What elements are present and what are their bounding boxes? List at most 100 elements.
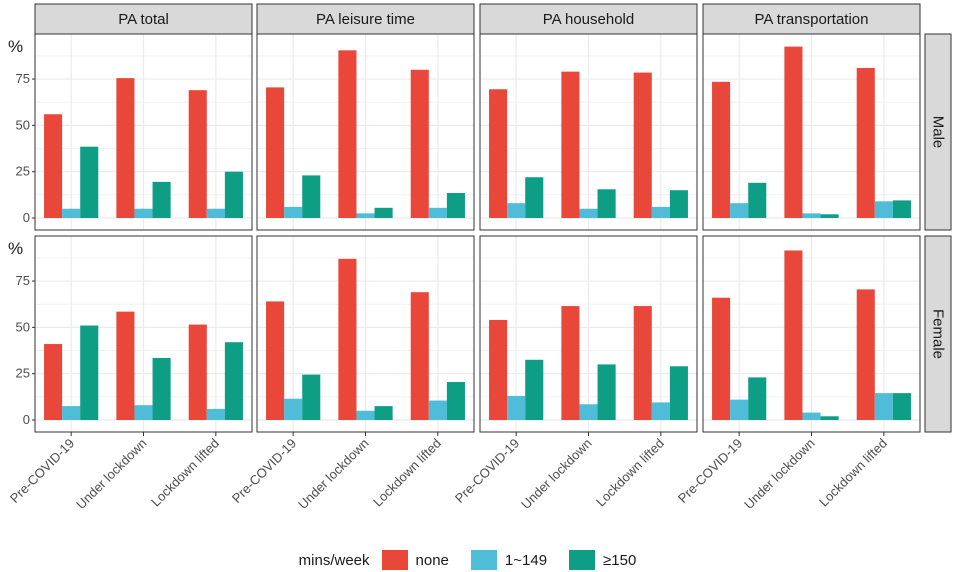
bar-female-pa-transportation-pre-covid-19-none (712, 297, 731, 420)
panel-border-male-pa-transportation (702, 33, 921, 231)
chart-canvas: PA total PA leisure time PA household PA tr… (7, 3, 952, 513)
bar-male-pa-total-under-lockdown-none (116, 78, 135, 218)
facet-strip-label-female: Female (930, 309, 947, 359)
bar-female-pa-total-lockdown-lifted-none (188, 324, 207, 420)
legend-item-1-149: 1~149 (470, 550, 548, 570)
bar-male-pa-total-lockdown-lifted-none (188, 90, 207, 218)
bar-male-pa-transportation-pre-covid-19-1-149 (730, 203, 749, 218)
bar-female-pa-transportation-lockdown-lifted-none (856, 289, 875, 420)
facet-strip-male (924, 33, 952, 231)
facet-strip-label-pa-total: PA total (118, 11, 169, 28)
bar-male-pa-household-lockdown-lifted-none (633, 72, 652, 218)
facet-strip-pa-total (34, 3, 253, 35)
bar-female-pa-transportation-lockdown-lifted-1-149 (874, 393, 893, 420)
bar-male-pa-leisure-time-under-lockdown-1-149 (356, 213, 375, 218)
panel-border-male-pa-leisure-time (256, 33, 475, 231)
bar-female-pa-total-lockdown-lifted-1-149 (206, 408, 225, 420)
facet-strip-female (924, 235, 952, 433)
bar-female-pa-total-pre-covid-19-1-149 (62, 406, 81, 420)
bar-male-pa-total-under-lockdown-1-149 (134, 208, 153, 218)
y-unit-label-female: % (8, 239, 23, 258)
bar-female-pa-household-pre-covid-19-none (489, 319, 508, 420)
bar-female-pa-total-under-lockdown-1-149 (134, 405, 153, 420)
x-tick-label-pa-total-under-lockdown: Under lockdown (73, 436, 150, 513)
bar-male-pa-leisure-time-lockdown-lifted-none (410, 69, 429, 218)
bar-male-pa-household-pre-covid-19-none (489, 89, 508, 219)
bar-female-pa-transportation-pre-covid-19-1-149 (730, 399, 749, 420)
bar-male-pa-transportation-under-lockdown-gte-150 (820, 214, 839, 218)
bar-female-pa-transportation-under-lockdown-none (784, 250, 803, 420)
x-tick-label-pa-leisure-time-lockdown-lifted: Lockdown lifted (370, 436, 444, 510)
bar-male-pa-leisure-time-under-lockdown-gte-150 (374, 207, 393, 218)
bar-male-pa-leisure-time-under-lockdown-none (338, 50, 357, 219)
bar-male-pa-transportation-lockdown-lifted-gte-150 (892, 200, 911, 218)
panel-border-male-pa-total (34, 33, 253, 231)
bar-male-pa-total-pre-covid-19-1-149 (62, 208, 81, 218)
x-tick-label-pa-household-under-lockdown: Under lockdown (518, 436, 595, 513)
bar-female-pa-transportation-pre-covid-19-gte-150 (748, 377, 767, 420)
bar-female-pa-leisure-time-pre-covid-19-gte-150 (302, 374, 321, 420)
y-tick-label-female-75: 75 (16, 273, 30, 288)
facet-strip-label-pa-household: PA household (543, 11, 634, 28)
bar-female-pa-leisure-time-pre-covid-19-none (266, 301, 285, 420)
bar-male-pa-total-under-lockdown-gte-150 (152, 181, 171, 218)
x-tick-label-pa-total-pre-covid-19: Pre-COVID-19 (7, 436, 77, 506)
bar-female-pa-leisure-time-under-lockdown-gte-150 (374, 406, 393, 420)
bar-female-pa-household-under-lockdown-gte-150 (597, 364, 616, 420)
bar-female-pa-household-under-lockdown-1-149 (579, 404, 598, 420)
x-tick-label-pa-transportation-pre-covid-19: Pre-COVID-19 (675, 436, 745, 506)
x-tick-label-pa-leisure-time-pre-covid-19: Pre-COVID-19 (229, 436, 299, 506)
bar-male-pa-leisure-time-pre-covid-19-gte-150 (302, 175, 321, 218)
x-tick-label-pa-household-lockdown-lifted: Lockdown lifted (593, 436, 667, 510)
bar-male-pa-household-pre-covid-19-1-149 (507, 203, 526, 218)
y-tick-label-male-0: 0 (23, 210, 30, 225)
legend: mins/week none 1~149 ≥150 (0, 548, 957, 572)
bar-female-pa-leisure-time-lockdown-lifted-none (410, 292, 429, 420)
bar-female-pa-leisure-time-lockdown-lifted-1-149 (428, 400, 447, 420)
legend-label-1-149: 1~149 (504, 551, 548, 569)
bar-male-pa-household-lockdown-lifted-1-149 (651, 206, 670, 218)
bar-female-pa-leisure-time-pre-covid-19-1-149 (284, 398, 303, 420)
bar-female-pa-leisure-time-lockdown-lifted-gte-150 (446, 382, 465, 420)
bar-male-pa-transportation-pre-covid-19-none (712, 81, 731, 219)
legend-title: mins/week (298, 551, 370, 569)
facet-strip-label-male: Male (930, 116, 947, 149)
y-tick-label-female-50: 50 (16, 319, 30, 334)
facet-strip-label-pa-transportation: PA transportation (755, 11, 869, 28)
facet-strip-pa-leisure-time (256, 3, 475, 35)
bar-male-pa-household-under-lockdown-1-149 (579, 208, 598, 218)
legend-key-150-plus (569, 550, 596, 570)
legend-label-150-plus: ≥150 (603, 551, 637, 569)
y-tick-label-male-75: 75 (16, 71, 30, 86)
bar-male-pa-leisure-time-lockdown-lifted-gte-150 (446, 192, 465, 218)
bar-female-pa-total-under-lockdown-none (116, 311, 135, 420)
bar-female-pa-household-lockdown-lifted-1-149 (651, 402, 670, 420)
bar-male-pa-transportation-lockdown-lifted-none (856, 67, 875, 218)
facet-strip-pa-household (479, 3, 698, 35)
bar-male-pa-household-under-lockdown-none (561, 71, 580, 218)
y-unit-label-male: % (8, 37, 23, 56)
bar-female-pa-household-under-lockdown-none (561, 306, 580, 420)
legend-key-none (381, 550, 408, 570)
x-tick-label-pa-leisure-time-under-lockdown: Under lockdown (295, 436, 372, 513)
bar-male-pa-leisure-time-lockdown-lifted-1-149 (428, 207, 447, 218)
bar-female-pa-total-lockdown-lifted-gte-150 (224, 342, 243, 420)
bar-male-pa-total-pre-covid-19-none (44, 114, 63, 218)
y-tick-label-male-50: 50 (16, 117, 30, 132)
bar-male-pa-transportation-under-lockdown-none (784, 46, 803, 219)
x-tick-label-pa-transportation-lockdown-lifted: Lockdown lifted (816, 436, 890, 510)
y-tick-label-male-25: 25 (16, 164, 30, 179)
facet-strip-pa-transportation (702, 3, 921, 35)
bar-male-pa-total-pre-covid-19-gte-150 (80, 146, 99, 218)
y-tick-label-female-0: 0 (23, 412, 30, 427)
bar-male-pa-total-lockdown-lifted-1-149 (206, 208, 225, 218)
bar-male-pa-transportation-pre-covid-19-gte-150 (748, 182, 767, 218)
x-tick-label-pa-total-lockdown-lifted: Lockdown lifted (148, 436, 222, 510)
panel-border-male-pa-household (479, 33, 698, 231)
bar-female-pa-transportation-lockdown-lifted-gte-150 (892, 393, 911, 420)
bar-male-pa-transportation-under-lockdown-1-149 (802, 213, 821, 218)
x-tick-label-pa-transportation-under-lockdown: Under lockdown (741, 436, 818, 513)
bar-female-pa-transportation-under-lockdown-1-149 (802, 412, 821, 420)
legend-item-150-plus: ≥150 (569, 550, 636, 570)
